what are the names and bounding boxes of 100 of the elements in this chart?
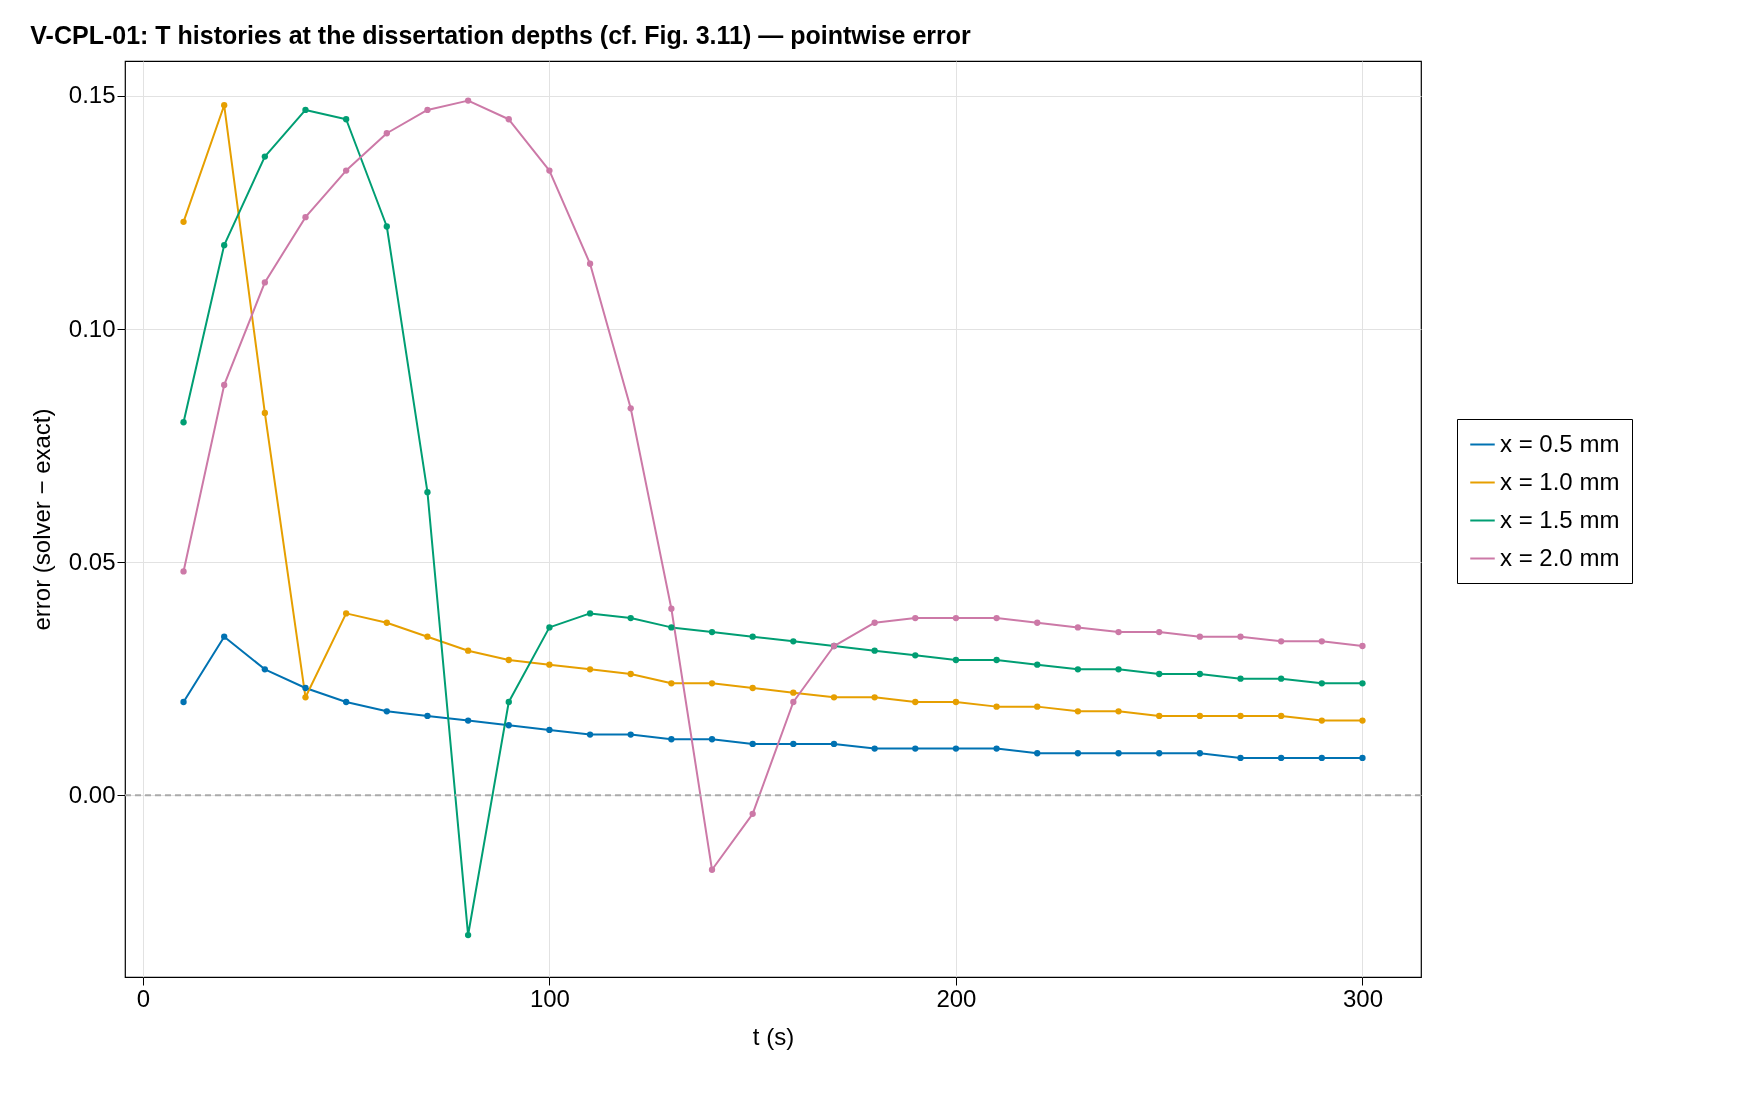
- point: [342, 610, 350, 617]
- point: [871, 745, 878, 752]
- point: [586, 731, 594, 738]
- point: [342, 698, 350, 706]
- point: [627, 670, 634, 678]
- point: [749, 740, 756, 748]
- point: [383, 130, 390, 137]
- point: [383, 619, 390, 626]
- point: [1359, 680, 1366, 687]
- point: [424, 633, 431, 640]
- point: [708, 628, 716, 636]
- point: [180, 568, 187, 575]
- point: [1196, 712, 1204, 720]
- point: [1277, 712, 1285, 720]
- point: [180, 419, 187, 426]
- point: [830, 694, 838, 701]
- point: [1237, 754, 1244, 762]
- point: [1115, 666, 1122, 673]
- point: [342, 167, 350, 174]
- point: [1156, 712, 1163, 720]
- y-tick-label: 0.15: [68, 81, 116, 109]
- point: [912, 652, 919, 659]
- chart-title: V-CPL-01: T histories at the dissertation depths (cf. Fig. 3.11) — pointwise error: [30, 21, 972, 49]
- x-axis-title: t (s): [752, 1022, 795, 1050]
- point: [993, 656, 1000, 664]
- point: [668, 624, 675, 631]
- point: [464, 647, 472, 654]
- point: [261, 153, 269, 160]
- point: [1277, 675, 1285, 682]
- legend-label: x = 0.5 mm: [1500, 429, 1620, 457]
- point: [749, 810, 756, 817]
- y-tick-label: 0.10: [68, 314, 116, 342]
- point: [505, 722, 512, 729]
- point: [586, 666, 594, 673]
- point: [1196, 633, 1204, 640]
- point: [952, 656, 960, 664]
- point: [1277, 754, 1285, 762]
- point: [952, 745, 960, 752]
- legend-label: x = 1.0 mm: [1500, 467, 1620, 495]
- point: [261, 409, 269, 417]
- point: [424, 712, 431, 720]
- point: [1237, 712, 1244, 720]
- point: [383, 223, 390, 230]
- point: [708, 680, 716, 687]
- point: [1115, 750, 1122, 757]
- point: [912, 698, 919, 706]
- point: [668, 680, 675, 687]
- point: [912, 745, 919, 752]
- point: [1074, 750, 1082, 757]
- point: [830, 740, 838, 748]
- point: [221, 102, 228, 109]
- point: [546, 167, 553, 174]
- x-tick-label: 0: [136, 984, 151, 1012]
- point: [952, 614, 960, 622]
- point: [424, 106, 431, 114]
- point: [1115, 628, 1122, 636]
- point: [627, 731, 634, 738]
- point: [871, 694, 878, 701]
- point: [790, 689, 797, 696]
- point: [993, 614, 1000, 622]
- point: [1196, 750, 1204, 757]
- point: [221, 381, 228, 389]
- point: [1156, 670, 1163, 678]
- point: [546, 661, 553, 668]
- point: [1318, 638, 1325, 645]
- y-tick-label: 0.05: [68, 547, 116, 575]
- point: [505, 116, 512, 123]
- legend-label: x = 2.0 mm: [1500, 543, 1620, 571]
- point: [1156, 628, 1163, 636]
- x-tick-label: 300: [1342, 984, 1383, 1012]
- point: [749, 633, 756, 640]
- point: [546, 726, 553, 734]
- point: [627, 614, 634, 622]
- point: [221, 241, 228, 249]
- point: [1156, 750, 1163, 757]
- point: [261, 666, 269, 673]
- point: [1115, 708, 1122, 715]
- point: [221, 633, 228, 640]
- point: [302, 684, 309, 692]
- y-axis-title: error (solver − exact): [27, 408, 55, 631]
- point: [708, 736, 716, 743]
- point: [464, 717, 472, 724]
- point: [586, 260, 594, 267]
- x-tick-label: 200: [936, 984, 977, 1012]
- point: [1237, 633, 1244, 640]
- point: [708, 866, 716, 873]
- y-tick-label: 0.00: [68, 780, 116, 808]
- point: [993, 703, 1000, 710]
- point: [180, 698, 187, 706]
- point: [993, 745, 1000, 752]
- point: [871, 619, 878, 626]
- point: [912, 614, 919, 622]
- point: [627, 405, 634, 412]
- point: [1034, 750, 1041, 757]
- point: [261, 279, 269, 286]
- point: [1074, 708, 1082, 715]
- point: [1277, 638, 1285, 645]
- point: [302, 694, 309, 701]
- point: [1318, 754, 1325, 762]
- point: [1359, 642, 1366, 650]
